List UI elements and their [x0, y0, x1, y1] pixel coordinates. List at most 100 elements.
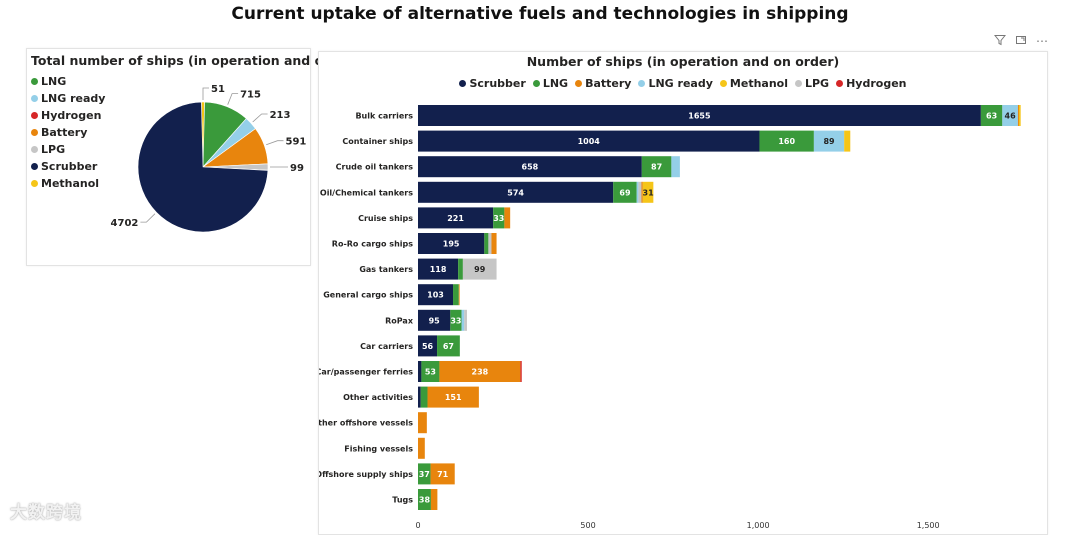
- bar-segment-bulk-carriers-lng[interactable]: [980, 105, 1003, 126]
- filter-icon[interactable]: [993, 34, 1007, 49]
- pie-legend-label: LNG ready: [41, 92, 106, 105]
- bar-data-label: 69: [619, 188, 631, 197]
- bar-legend-dot: [532, 79, 540, 87]
- pie-legend-label: Methanol: [41, 177, 100, 190]
- pie-legend-item-methanol[interactable]: Methanol: [31, 175, 105, 192]
- bar-segment-other-offshore-vessels-battery[interactable]: [418, 412, 427, 434]
- bar-segment-other-activities-scrubber[interactable]: [418, 386, 421, 408]
- bar-segment-oil-chemical-tankers-battery[interactable]: [641, 181, 643, 203]
- pie-slice-scrubber[interactable]: [137, 101, 269, 233]
- bar-segment-gas-tankers-lng[interactable]: [458, 258, 463, 280]
- bar-segment-oil-chemical-tankers-lpg[interactable]: [638, 181, 642, 203]
- bar-segment-oil-chemical-tankers-lng-ready[interactable]: [636, 181, 639, 203]
- bar-segment-offshore-supply-ships-battery[interactable]: [430, 463, 455, 485]
- bar-legend-item-lng-ready[interactable]: LNG ready: [638, 76, 713, 90]
- pie-leader-line: [202, 87, 209, 100]
- bar-data-label: 67: [443, 342, 454, 351]
- y-category-label: Other offshore vessels: [319, 419, 413, 428]
- bar-segment-container-ships-lng-ready[interactable]: [813, 130, 845, 152]
- bar-data-label: 33: [493, 214, 504, 223]
- x-tick-label: 0: [415, 521, 420, 530]
- bar-data-label: 33: [450, 316, 461, 325]
- bar-segment-car-passenger-ferries-battery[interactable]: [439, 361, 521, 382]
- bar-segment-bulk-carriers-scrubber[interactable]: [418, 105, 981, 126]
- y-category-label: RoPax: [385, 316, 414, 325]
- bar-segment-cruise-ships-lng[interactable]: [493, 207, 505, 229]
- bar-segment-other-activities-battery[interactable]: [427, 386, 479, 408]
- bar-segment-other-activities-lng[interactable]: [420, 386, 428, 408]
- bar-segment-gas-tankers-scrubber[interactable]: [418, 258, 459, 280]
- bar-segment-bulk-carriers-lng-ready[interactable]: [1002, 105, 1018, 126]
- bar-legend-label: Scrubber: [469, 76, 526, 90]
- bar-legend-item-hydrogen[interactable]: Hydrogen: [836, 76, 907, 90]
- pie-legend-item-lng-ready[interactable]: LNG ready: [31, 90, 105, 107]
- bar-segment-oil-chemical-tankers-methanol[interactable]: [642, 181, 654, 203]
- bar-segment-cruise-ships-scrubber[interactable]: [418, 207, 494, 229]
- bar-segment-car-carriers-scrubber[interactable]: [418, 335, 438, 357]
- bar-data-label: 37: [419, 470, 430, 479]
- pie-legend-item-battery[interactable]: Battery: [31, 124, 105, 141]
- bar-data-label: 221: [447, 214, 464, 223]
- y-category-label: Container ships: [342, 137, 413, 146]
- bar-data-label: 46: [1005, 112, 1017, 121]
- bar-segment-crude-oil-tankers-lng-ready[interactable]: [671, 156, 680, 178]
- pie-leader-line: [266, 140, 284, 146]
- bar-segment-ropax-scrubber[interactable]: [418, 309, 451, 331]
- pie-data-label-scrubber: 4702: [111, 218, 139, 229]
- bar-segment-container-ships-lng[interactable]: [759, 130, 814, 152]
- bar-segment-ropax-lpg[interactable]: [464, 309, 467, 331]
- bar-segment-car-carriers-lng[interactable]: [437, 335, 460, 357]
- bar-segment-car-passenger-ferries-hydrogen[interactable]: [520, 361, 522, 382]
- bar-segment-fishing-vessels-battery[interactable]: [418, 437, 425, 459]
- bar-segment-tugs-lng[interactable]: [418, 489, 431, 510]
- bar-segment-container-ships-scrubber[interactable]: [418, 130, 760, 152]
- bar-segment-car-passenger-ferries-lng[interactable]: [421, 361, 440, 382]
- bar-legend-item-methanol[interactable]: Methanol: [719, 76, 788, 90]
- bar-segment-cruise-ships-battery[interactable]: [504, 207, 511, 229]
- bar-segment-oil-chemical-tankers-scrubber[interactable]: [418, 181, 614, 203]
- bar-legend-item-lng[interactable]: LNG: [532, 76, 568, 90]
- bar-segment-car-passenger-ferries-scrubber[interactable]: [418, 361, 422, 382]
- page-title: Current uptake of alternative fuels and …: [231, 4, 849, 24]
- bar-segment-bulk-carriers-battery[interactable]: [1017, 105, 1019, 126]
- bar-segment-general-cargo-ships-scrubber[interactable]: [418, 284, 454, 306]
- bar-segment-ro-ro-cargo-ships-lpg[interactable]: [488, 233, 492, 254]
- pie-leader-line: [140, 213, 156, 223]
- bar-segment-crude-oil-tankers-scrubber[interactable]: [418, 156, 642, 178]
- bar-segment-general-cargo-ships-battery[interactable]: [458, 284, 460, 306]
- bar-chart-panel: Number of ships (in operation and on ord…: [318, 51, 1048, 535]
- pie-legend-dot: [31, 78, 38, 85]
- bar-segment-container-ships-methanol[interactable]: [844, 130, 851, 152]
- pie-legend-item-lpg[interactable]: LPG: [31, 141, 105, 158]
- bar-legend-item-battery[interactable]: Battery: [575, 76, 631, 90]
- bar-data-label: 574: [507, 188, 524, 197]
- bar-legend-label: Methanol: [729, 76, 788, 90]
- pie-legend-dot: [31, 163, 38, 170]
- bar-segment-offshore-supply-ships-lng[interactable]: [418, 463, 431, 485]
- pie-legend-item-scrubber[interactable]: Scrubber: [31, 158, 105, 175]
- bar-segment-ro-ro-cargo-ships-battery[interactable]: [491, 233, 497, 254]
- bar-segment-crude-oil-tankers-lng[interactable]: [641, 156, 672, 178]
- bar-segment-general-cargo-ships-lng[interactable]: [453, 284, 459, 306]
- pie-legend-item-hydrogen[interactable]: Hydrogen: [31, 107, 105, 124]
- more-options-icon[interactable]: ⋯: [1036, 34, 1048, 48]
- bar-segment-ro-ro-cargo-ships-scrubber[interactable]: [418, 233, 485, 254]
- watermark-logo: 大数跨境: [10, 503, 82, 523]
- bar-legend-item-scrubber[interactable]: Scrubber: [459, 76, 526, 90]
- pie-legend-item-lng[interactable]: LNG: [31, 73, 105, 90]
- bar-segment-bulk-carriers-methanol[interactable]: [1018, 105, 1021, 126]
- x-tick-label: 500: [580, 521, 595, 530]
- pie-legend-dot: [31, 146, 38, 153]
- y-category-label: Car/passenger ferries: [319, 368, 413, 377]
- bar-legend-item-lpg[interactable]: LPG: [794, 76, 829, 90]
- bar-segment-ro-ro-cargo-ships-lng[interactable]: [484, 233, 489, 254]
- bar-segment-gas-tankers-lpg[interactable]: [462, 258, 497, 280]
- focus-mode-icon[interactable]: [1015, 34, 1027, 49]
- pie-legend-label: Scrubber: [41, 160, 98, 173]
- bar-segment-oil-chemical-tankers-lng[interactable]: [613, 181, 637, 203]
- bar-segment-ropax-lng-ready[interactable]: [461, 309, 465, 331]
- pie-leader-line: [252, 113, 268, 123]
- bar-segment-ropax-lng[interactable]: [450, 309, 462, 331]
- bar-segment-tugs-battery[interactable]: [430, 489, 438, 510]
- x-tick-label: 1,000: [747, 521, 770, 530]
